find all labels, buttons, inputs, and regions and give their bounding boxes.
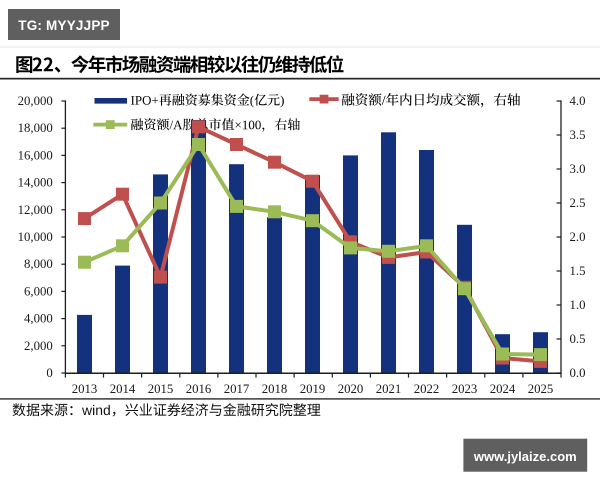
svg-text:2025: 2025: [528, 382, 554, 396]
svg-text:2.5: 2.5: [570, 196, 586, 210]
svg-text:3.0: 3.0: [570, 162, 586, 176]
svg-text:0.5: 0.5: [570, 332, 586, 346]
svg-text:20,000: 20,000: [18, 94, 53, 108]
svg-text:0.0: 0.0: [570, 366, 586, 380]
svg-text:2013: 2013: [72, 382, 98, 396]
svg-text:1.5: 1.5: [570, 264, 586, 278]
svg-text:0: 0: [46, 366, 52, 380]
svg-text:2015: 2015: [148, 382, 174, 396]
svg-text:18,000: 18,000: [18, 121, 53, 135]
svg-text:TG: MYYJJPP: TG: MYYJJPP: [18, 18, 109, 33]
svg-text:2023: 2023: [452, 382, 478, 396]
svg-text:3.5: 3.5: [570, 128, 586, 142]
svg-text:10,000: 10,000: [18, 230, 53, 244]
svg-text:14,000: 14,000: [18, 176, 53, 190]
svg-text:8,000: 8,000: [24, 257, 53, 271]
svg-text:4,000: 4,000: [24, 312, 53, 326]
svg-text:2024: 2024: [490, 382, 516, 396]
svg-text:2021: 2021: [376, 382, 402, 396]
svg-text:2014: 2014: [110, 382, 136, 396]
svg-text:1.0: 1.0: [570, 298, 586, 312]
svg-text:2020: 2020: [338, 382, 364, 396]
svg-text:12,000: 12,000: [18, 203, 53, 217]
svg-text:2017: 2017: [224, 382, 250, 396]
svg-text:2018: 2018: [262, 382, 288, 396]
svg-text:2022: 2022: [414, 382, 440, 396]
svg-text:6,000: 6,000: [24, 284, 53, 298]
svg-text:2.0: 2.0: [570, 230, 586, 244]
svg-text:4.0: 4.0: [570, 94, 586, 108]
svg-text:2019: 2019: [300, 382, 326, 396]
svg-text:16,000: 16,000: [18, 148, 53, 162]
svg-text:2,000: 2,000: [24, 339, 53, 353]
svg-text:2016: 2016: [186, 382, 212, 396]
svg-text:www.jylaize.com: www.jylaize.com: [473, 449, 577, 464]
